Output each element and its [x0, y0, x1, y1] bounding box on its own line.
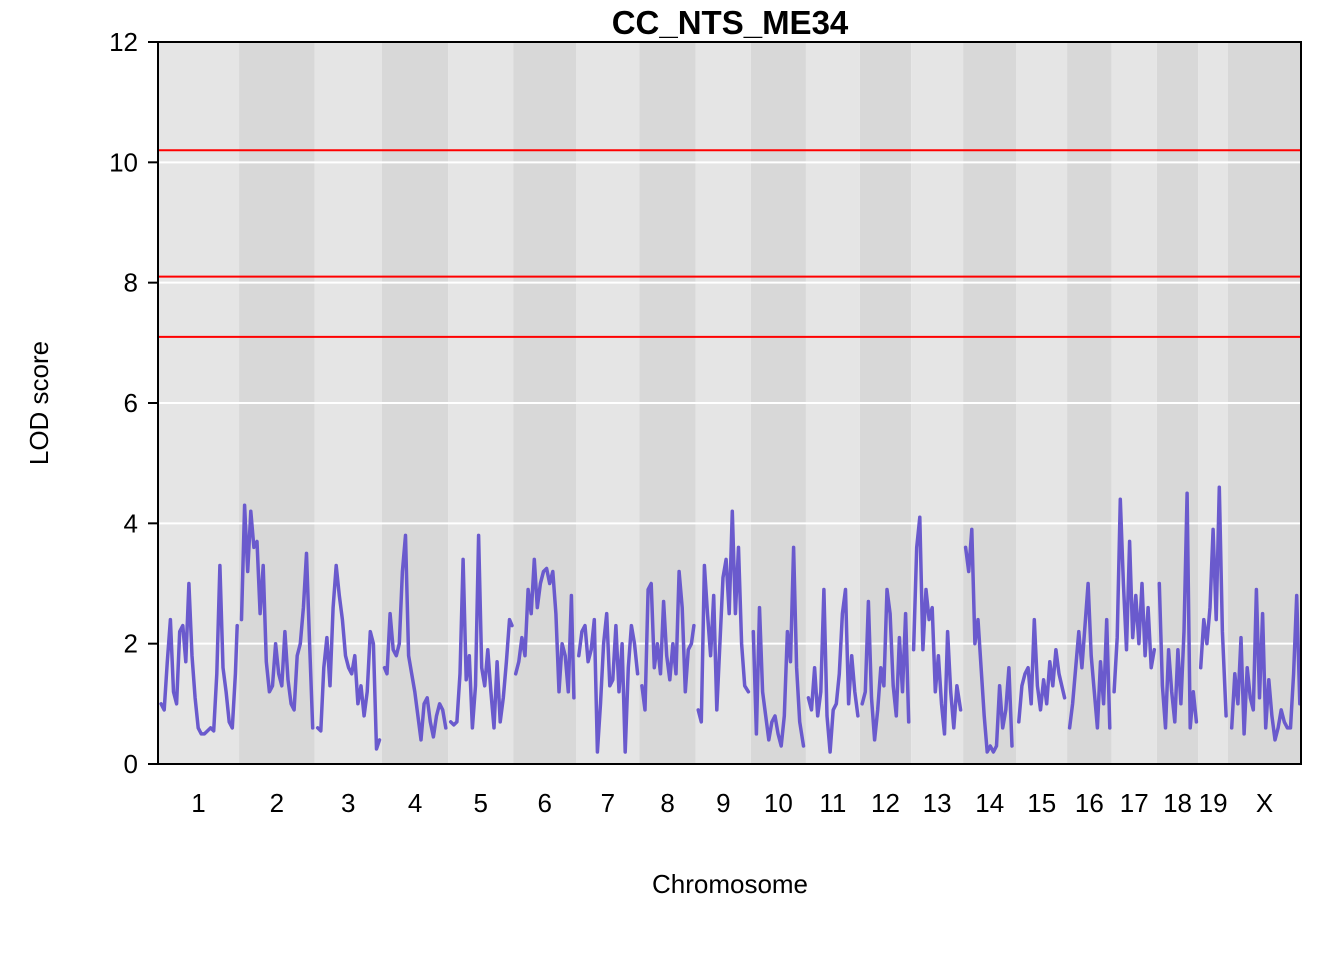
lod-segment-chr-10	[751, 545, 806, 748]
y-axis-label: LOD score	[24, 341, 54, 465]
lod-curve	[159, 485, 1302, 754]
x-tick-label: 15	[1027, 788, 1056, 818]
lod-segment-chr-6	[513, 557, 576, 700]
lod-segment-chr-15	[1017, 617, 1067, 724]
lod-segment-chr-17	[1112, 497, 1157, 694]
y-tick-label: 0	[124, 749, 138, 779]
x-tick-label: 4	[408, 788, 422, 818]
x-tick-label: X	[1256, 788, 1273, 818]
x-tick-label: 6	[538, 788, 552, 818]
threshold-lines	[158, 149, 1301, 338]
x-axis-label: Chromosome	[652, 869, 808, 899]
lod-segment-chr-18	[1157, 491, 1199, 730]
chart-title: CC_NTS_ME34	[612, 4, 849, 41]
x-tick-label: 8	[660, 788, 674, 818]
lod-segment-chr-14	[963, 527, 1014, 754]
x-tick-label: 5	[473, 788, 487, 818]
lod-segment-chr-16	[1067, 581, 1112, 730]
y-axis: 0 2 4 6 8 10 12	[109, 27, 158, 779]
lod-segment-chr-1	[159, 563, 239, 736]
x-tick-label: 9	[716, 788, 730, 818]
lod-segment-chr-3	[315, 563, 382, 751]
y-tick-label: 6	[124, 388, 138, 418]
lod-segment-chr-11	[806, 587, 860, 754]
lod-segment-chr-12	[860, 587, 911, 742]
x-tick-label: 18	[1163, 788, 1192, 818]
lod-segment-chr-9	[696, 509, 751, 724]
y-tick-label: 2	[124, 629, 138, 659]
x-tick-label: 7	[601, 788, 615, 818]
x-tick-label: 12	[871, 788, 900, 818]
x-tick-label: 16	[1075, 788, 1104, 818]
lod-segment-chr-2	[239, 503, 315, 730]
y-tick-label: 4	[124, 508, 138, 538]
x-tick-label: 2	[270, 788, 284, 818]
x-tick-label: 11	[819, 788, 846, 818]
x-tick-label: 13	[923, 788, 952, 818]
y-tick-label: 12	[109, 27, 138, 57]
lod-segment-chr-19	[1198, 485, 1228, 718]
lod-segment-chr-X	[1229, 587, 1302, 742]
lod-segment-chr-8	[640, 569, 696, 712]
x-tick-label: 19	[1199, 788, 1228, 818]
lod-segment-chr-7	[577, 611, 640, 754]
gridlines	[158, 161, 1301, 645]
x-tick-label: 3	[341, 788, 355, 818]
lod-segment-chr-13	[911, 515, 963, 736]
x-axis: 1 2 3 4 5 6 7 8 9 10 11 12 13 14 15 16 17 18 19 X	[191, 788, 1273, 818]
x-tick-label: 17	[1120, 788, 1149, 818]
lod-segment-chr-5	[448, 533, 514, 730]
y-tick-label: 10	[109, 147, 138, 177]
y-tick-label: 8	[124, 268, 138, 298]
lod-segment-chr-4	[382, 533, 448, 742]
x-tick-label: 1	[191, 788, 205, 818]
x-tick-label: 10	[764, 788, 793, 818]
x-tick-label: 14	[975, 788, 1004, 818]
